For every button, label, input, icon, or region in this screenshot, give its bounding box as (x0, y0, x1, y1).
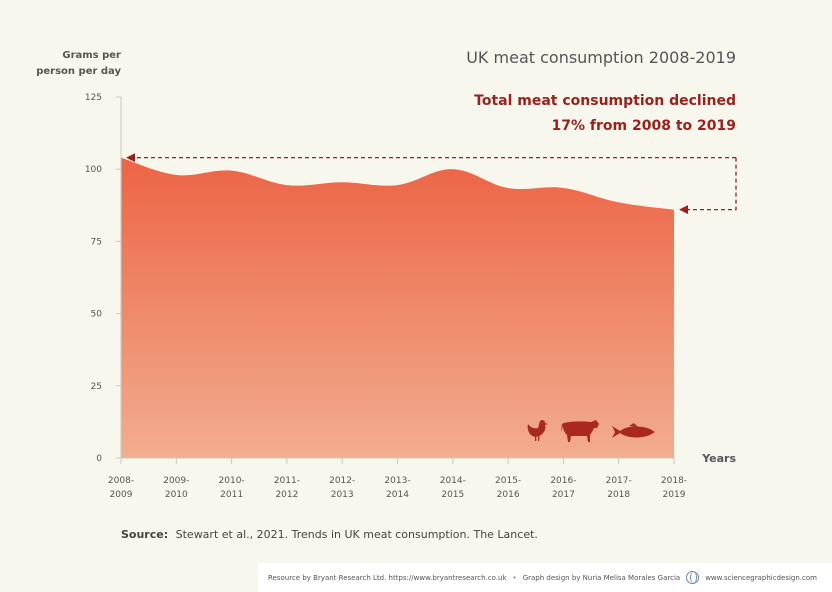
x-tick-label: 2010-2011 (219, 476, 245, 500)
x-tick-label: 2014-2015 (440, 476, 466, 500)
footer-resource: Resource by Bryant Research Ltd. https:/… (268, 573, 507, 582)
y-axis-label-line2: person per day (36, 66, 121, 77)
footer-design: Graph design by Nuria Melisa Morales Gar… (522, 573, 681, 582)
y-tick-label: 75 (91, 237, 102, 247)
source-citation: Source: Stewart et al., 2021. Trends in … (121, 528, 538, 541)
y-tick-label: 0 (96, 454, 102, 464)
consumption-area (121, 157, 674, 458)
footer-bar: Resource by Bryant Research Ltd. https:/… (258, 563, 832, 592)
x-axis-label: Years (701, 452, 736, 465)
source-label: Source: (121, 528, 168, 541)
annotation-line1: Total meat consumption declined (474, 93, 736, 109)
x-tick-label: 2013-2014 (384, 476, 410, 500)
x-tick-label: 2015-2016 (495, 476, 521, 500)
y-tick-label: 25 (91, 382, 102, 392)
source-text: Stewart et al., 2021. Trends in UK meat … (176, 528, 538, 541)
fish-icon (612, 423, 655, 438)
comparison-arrow (679, 157, 737, 215)
cow-icon (561, 420, 599, 442)
x-tick-label: 2017-2018 (606, 476, 632, 500)
chicken-icon (527, 419, 548, 441)
chart-title: UK meat consumption 2008-2019 (466, 48, 736, 67)
globe-icon (686, 571, 700, 584)
x-tick-label: 2018-2019 (661, 476, 687, 500)
x-tick-label: 2012-2013 (329, 476, 355, 500)
y-axis-label-line1: Grams per (62, 50, 121, 61)
footer-website: www.sciencegraphicdesign.com (705, 573, 817, 582)
x-tick-label: 2016-2017 (550, 476, 576, 500)
annotation-line2: 17% from 2008 to 2019 (552, 118, 736, 134)
x-tick-label: 2009-2010 (163, 476, 189, 500)
y-tick-label: 100 (85, 165, 102, 175)
y-tick-label: 125 (85, 93, 102, 103)
footer-separator: • (512, 573, 517, 582)
x-tick-label: 2008-2009 (108, 476, 134, 500)
x-tick-label: 2011-2012 (274, 476, 300, 500)
y-tick-label: 50 (91, 310, 103, 320)
